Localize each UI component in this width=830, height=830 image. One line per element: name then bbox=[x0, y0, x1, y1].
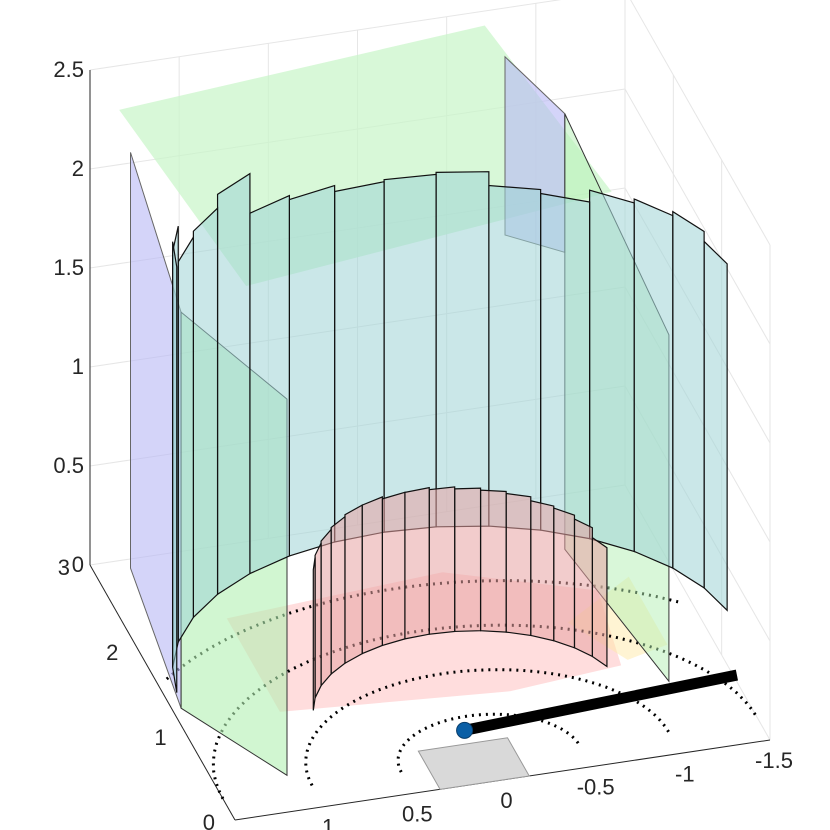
x-tick-label: 0 bbox=[500, 788, 512, 813]
z-tick-label: 1 bbox=[72, 354, 84, 379]
inner-wall-segment bbox=[505, 492, 532, 637]
grid-line bbox=[630, 0, 771, 246]
y-tick-label: 0 bbox=[203, 810, 215, 830]
outer-wall-segment bbox=[383, 173, 437, 533]
outer-wall-segment bbox=[177, 235, 194, 645]
y-tick-label: 2 bbox=[106, 640, 118, 665]
reach-arc bbox=[396, 712, 581, 773]
outer-wall-segment bbox=[288, 184, 336, 557]
outer-wall-segment bbox=[488, 184, 542, 531]
x-tick-label: 1 bbox=[322, 815, 334, 830]
outer-wall-segment bbox=[633, 198, 674, 569]
z-tick-label: 0 bbox=[72, 552, 84, 577]
grid-line bbox=[89, 0, 562, 71]
z-tick-label: 1.5 bbox=[53, 255, 84, 280]
inner-wall-segment bbox=[553, 507, 576, 649]
z-tick-label: 0.5 bbox=[53, 453, 84, 478]
inner-wall-segment bbox=[591, 536, 608, 668]
x-tick-label: 1.5 bbox=[224, 828, 255, 830]
grid-line bbox=[624, 88, 771, 345]
outer-wall-segment bbox=[540, 192, 591, 540]
base-plate bbox=[417, 737, 531, 790]
inner-wall-segment bbox=[479, 489, 507, 633]
tick-labels: 0 0.5 1 1.5 2 2.5 0 1 2 3 1.5 1 0.5 0 -0.5 -1 -1.5 bbox=[53, 57, 793, 830]
inner-wall-segment bbox=[361, 496, 383, 655]
x-tick-label: -1.5 bbox=[755, 748, 793, 773]
inner-wall-segment bbox=[573, 518, 593, 658]
y-tick-label: 3 bbox=[58, 555, 70, 580]
outer-wall-segment bbox=[249, 194, 290, 575]
robot-base-joint bbox=[456, 721, 474, 739]
robot-layer bbox=[456, 669, 739, 739]
z-tick-label: 2.5 bbox=[53, 57, 84, 82]
outer-wall-segment bbox=[703, 239, 728, 612]
y-axis bbox=[89, 564, 236, 821]
inner-wall-segment bbox=[312, 557, 316, 711]
outer-wall-segment bbox=[216, 172, 251, 596]
outer-wall-segment bbox=[172, 241, 178, 693]
inner-wall-segment bbox=[314, 542, 322, 699]
inner-wall-segment bbox=[530, 500, 555, 642]
robot-arm bbox=[463, 669, 739, 736]
inner-wall-segment bbox=[404, 486, 430, 640]
outer-wall-segment bbox=[334, 180, 385, 543]
inner-wall-segment bbox=[320, 527, 332, 688]
outer-wall-segment bbox=[192, 206, 219, 619]
x-tick-label: -1 bbox=[675, 761, 695, 786]
z-tick-label: 2 bbox=[72, 156, 84, 181]
inner-wall-segment bbox=[428, 486, 456, 635]
inner-wall-segment bbox=[344, 504, 363, 665]
inner-wall-segment bbox=[454, 487, 482, 633]
x-tick-label: 0.5 bbox=[402, 801, 433, 826]
inner-wall-segment bbox=[381, 491, 406, 647]
outer-wall-segment bbox=[435, 171, 490, 528]
outer-wall-segment bbox=[672, 210, 705, 589]
x-tick-label: -0.5 bbox=[577, 775, 615, 800]
outer-wall-segment bbox=[589, 189, 635, 553]
inner-wall-segment bbox=[330, 515, 346, 676]
y-tick-label: 1 bbox=[154, 725, 166, 750]
walls-layer bbox=[119, 25, 728, 777]
